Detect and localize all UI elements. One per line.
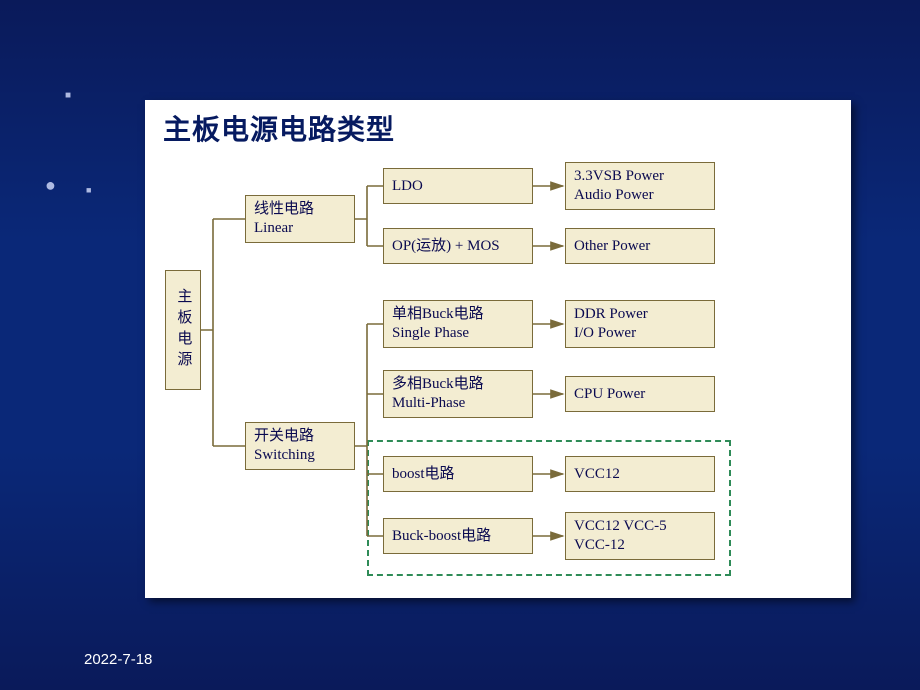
node-boost: boost电路	[383, 456, 533, 492]
decorative-dot: ■	[65, 90, 71, 101]
node-sublabel: Switching	[254, 446, 346, 465]
footer-date: 2022-7-18	[84, 651, 152, 668]
node-sublabel: I/O Power	[574, 324, 706, 343]
node-bb: Buck-boost电路	[383, 518, 533, 554]
node-label: Other Power	[574, 237, 706, 256]
node-label: 开关电路	[254, 427, 346, 446]
node-sublabel: Audio Power	[574, 186, 706, 205]
node-label: boost电路	[392, 465, 524, 484]
node-out5: VCC12	[565, 456, 715, 492]
node-label: CPU Power	[574, 385, 706, 404]
node-out4: CPU Power	[565, 376, 715, 412]
node-ldo: LDO	[383, 168, 533, 204]
node-label: Buck-boost电路	[392, 527, 524, 546]
node-label: VCC12	[574, 465, 706, 484]
node-mp: 多相Buck电路Multi-Phase	[383, 370, 533, 418]
node-sublabel: VCC-12	[574, 536, 706, 555]
node-label: 多相Buck电路	[392, 375, 524, 394]
content-panel: 主板电源电路类型 ✱ 主板电源线性电路Linear开关电路SwitchingLD…	[145, 100, 851, 598]
node-label: 单相Buck电路	[392, 305, 524, 324]
node-opmos: OP(运放) + MOS	[383, 228, 533, 264]
decorative-dot: ●	[45, 175, 56, 196]
node-out3: DDR PowerI/O Power	[565, 300, 715, 348]
node-sw: 开关电路Switching	[245, 422, 355, 470]
node-lin: 线性电路Linear	[245, 195, 355, 243]
node-label: 线性电路	[254, 200, 346, 219]
node-label: LDO	[392, 177, 524, 196]
decorative-dot: ■	[86, 185, 91, 195]
node-out2: Other Power	[565, 228, 715, 264]
node-label: VCC12 VCC-5	[574, 517, 706, 536]
node-root: 主板电源	[165, 270, 201, 390]
node-sublabel: Linear	[254, 219, 346, 238]
node-out1: 3.3VSB PowerAudio Power	[565, 162, 715, 210]
slide-background: ■ ● ■ 主板电源电路类型 ✱ 主板电源线性电路Linear开关电路Switc…	[0, 0, 920, 690]
node-label: 3.3VSB Power	[574, 167, 706, 186]
node-out6: VCC12 VCC-5VCC-12	[565, 512, 715, 560]
node-sublabel: Multi-Phase	[392, 394, 524, 413]
node-label: DDR Power	[574, 305, 706, 324]
node-sublabel: Single Phase	[392, 324, 524, 343]
node-sp: 单相Buck电路Single Phase	[383, 300, 533, 348]
node-label: OP(运放) + MOS	[392, 237, 524, 256]
